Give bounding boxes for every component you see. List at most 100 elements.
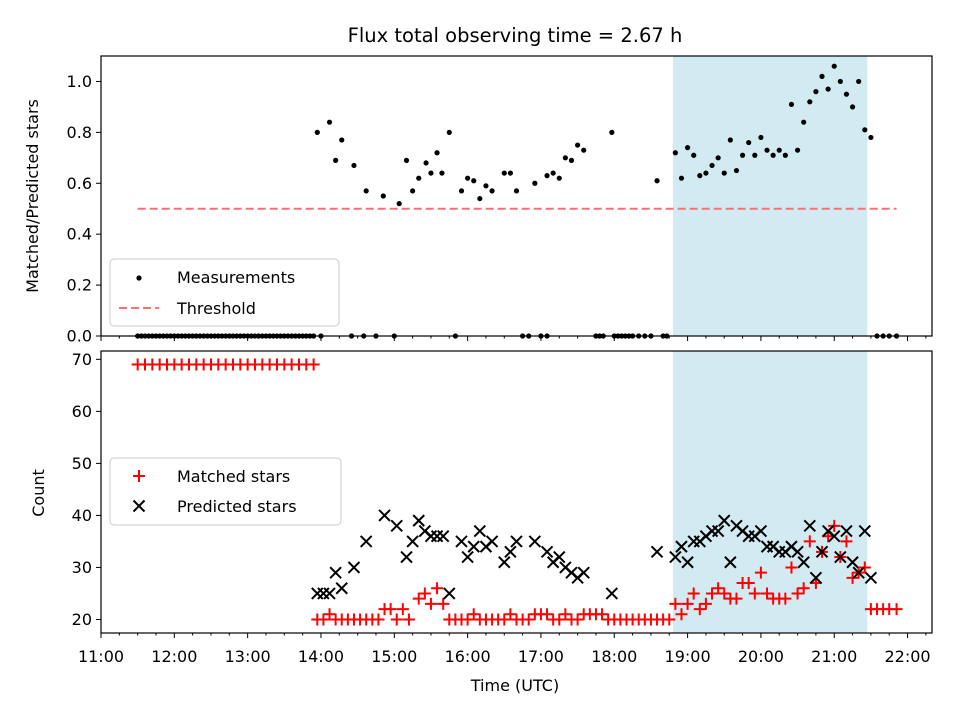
measurement-point: [333, 157, 339, 163]
predicted-star-point: [473, 524, 487, 538]
matched-star-point: [431, 582, 444, 595]
predicted-star-point: [406, 535, 419, 548]
matched-star-point: [742, 577, 755, 590]
matched-star-point: [761, 587, 774, 600]
predicted-star-point: [815, 545, 829, 559]
shaded-window: [672, 56, 868, 336]
measurement-point: [721, 170, 727, 176]
predicted-star-point: [504, 545, 517, 559]
predicted-star-point: [510, 535, 523, 548]
top-legend-box: [109, 258, 340, 327]
matched-star-point: [571, 613, 584, 626]
measurement-point: [556, 175, 562, 181]
y-tick-label: 40: [72, 506, 92, 525]
x-tick-label: 16:00: [445, 647, 491, 666]
predicted-star-point: [711, 524, 725, 538]
measurement-point: [709, 162, 715, 169]
measurement-point: [684, 145, 691, 151]
top-y-axis-label: Matched/Predicted stars: [23, 99, 42, 293]
predicted-star-point: [809, 571, 823, 585]
predicted-star-point: [791, 545, 804, 559]
matched-star-point: [785, 561, 798, 574]
measurement-point: [868, 134, 874, 141]
measurement-point: [856, 78, 862, 85]
legend-matched-marker: [133, 470, 145, 482]
matched-star-point: [730, 592, 743, 605]
matched-star-point: [317, 613, 330, 626]
predicted-star-point: [317, 587, 330, 600]
x-axis-label: Time (UTC): [470, 676, 559, 695]
measurement-point: [672, 150, 678, 156]
measurement-point: [507, 170, 513, 176]
predicted-star-point: [650, 545, 664, 559]
y-tick-label: 0.8: [67, 123, 92, 142]
measurement-point: [703, 170, 709, 176]
measurement-point: [575, 142, 581, 148]
measurement-point: [550, 170, 556, 176]
measurement-point: [351, 162, 357, 169]
measurement-point: [678, 175, 685, 181]
matched-star-point: [712, 582, 725, 595]
measurement-point: [770, 152, 776, 158]
matched-star-point: [846, 571, 859, 584]
predicted-star-point: [390, 519, 403, 533]
matched-star-point: [779, 592, 792, 605]
predicted-star-point: [412, 514, 425, 527]
predicted-star-point: [436, 530, 450, 543]
matched-star-point: [675, 608, 688, 621]
measurement-point: [776, 147, 782, 153]
matched-star-point: [467, 608, 480, 621]
matched-star-point: [418, 587, 431, 600]
predicted-star-point: [840, 524, 853, 538]
top-y-ticks: 0.0 0.2 0.4 0.6 0.8 1.0: [67, 72, 101, 346]
matched-star-point: [553, 613, 566, 626]
measurement-point: [363, 188, 369, 194]
predicted-star-point: [378, 509, 391, 522]
predicted-star-point: [311, 587, 324, 600]
measurement-point: [801, 119, 807, 125]
measurement-point: [439, 170, 445, 176]
matched-star-point: [803, 535, 816, 548]
matched-star-point: [693, 603, 706, 616]
top-panel: 0.0 0.2 0.4 0.6 0.8 1.0 Flux total observing …: [23, 24, 933, 346]
observing-window-shading-bottom: [672, 351, 868, 633]
y-tick-label: 70: [72, 350, 92, 369]
measurement-point: [794, 147, 801, 153]
measurement-point: [434, 150, 440, 156]
bottom-axes-frame: [100, 350, 933, 634]
measurement-point: [380, 193, 386, 199]
matched-star-point: [323, 608, 336, 621]
measurement-point: [471, 178, 477, 184]
matched-star-point: [754, 566, 767, 579]
matched-star-point: [437, 597, 450, 610]
measurement-point: [403, 157, 410, 163]
matched-star-point: [596, 608, 609, 621]
legend-predicted-label: Predicted stars: [177, 497, 297, 516]
x-tick-label: 22:00: [885, 647, 931, 666]
measurement-point: [819, 73, 825, 79]
top-legend: Measurements Threshold: [109, 258, 340, 327]
y-tick-label: 60: [72, 402, 92, 421]
measurement-point: [609, 129, 615, 135]
measurement-point: [339, 137, 345, 143]
matched-star-point: [706, 587, 719, 600]
measurement-point: [489, 188, 495, 194]
predicted-stars-points: [311, 509, 878, 600]
y-tick-label: 0.2: [67, 276, 92, 295]
matched-star-point: [797, 582, 810, 595]
predicted-star-point: [443, 587, 456, 600]
predicted-star-point: [455, 535, 468, 548]
x-tick-label: 21:00: [811, 647, 857, 666]
legend-measurements-label: Measurements: [177, 268, 295, 287]
matched-star-point: [504, 608, 517, 621]
bottom-y-ticks: 20 30 40 50 60 70: [72, 350, 101, 629]
predicted-star-point: [359, 535, 373, 548]
legend-predicted-marker: [132, 499, 146, 513]
matched-star-point: [663, 613, 676, 626]
measurement-point: [807, 99, 813, 105]
measurement-point: [849, 104, 856, 110]
x-tick-label: 20:00: [738, 647, 784, 666]
matched-star-point: [541, 608, 554, 621]
measurement-point: [764, 147, 770, 153]
